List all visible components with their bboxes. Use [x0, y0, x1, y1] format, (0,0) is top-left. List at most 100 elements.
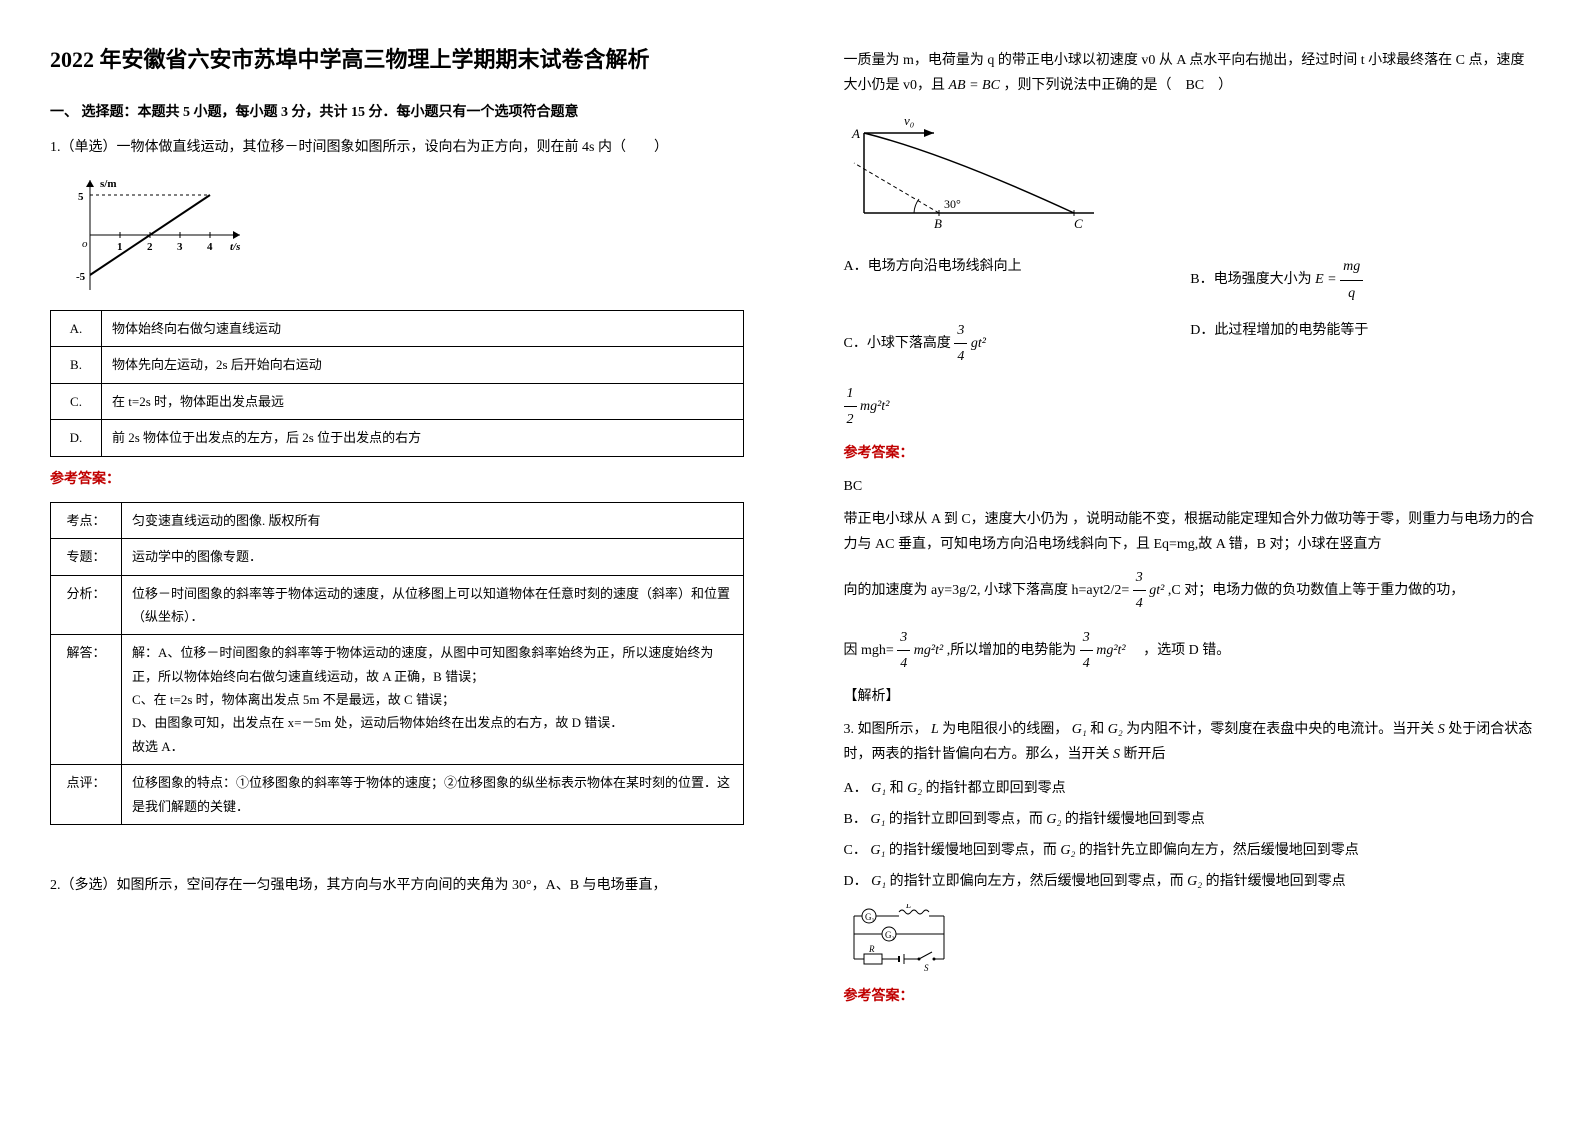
svg-text:2: 2 — [147, 241, 153, 253]
q2-explain-p1: 带正电小球从 A 到 C，速度大小仍为 ，说明动能不变，根据动能定理知合外力做功… — [844, 507, 1538, 557]
frac-den: q — [1340, 281, 1363, 306]
analysis-label: 点评： — [51, 765, 122, 825]
jiexi-label: 【解析】 — [844, 684, 1538, 709]
option-text: 和 — [890, 781, 904, 796]
option-text: 的指针缓慢地回到零点 — [1065, 812, 1205, 827]
svg-text:3: 3 — [177, 241, 183, 253]
q2-option-D-formula: 12 mg²t² — [844, 381, 1538, 432]
q3-option-A: A． G₁ 和 G₂ 的指针都立即回到零点 — [844, 776, 1538, 801]
left-column: 2022 年安徽省六安市苏埠中学高三物理上学期期末试卷含解析 一、 选择题：本题… — [0, 0, 794, 1122]
q2-option-B: B．电场强度大小为 E = mgq — [1190, 254, 1537, 305]
section1-header: 一、 选择题：本题共 5 小题，每小题 3 分，共计 15 分．每小题只有一个选… — [50, 100, 744, 125]
var-G2: G₂ — [1046, 812, 1061, 827]
angle-label: 30° — [944, 197, 961, 211]
ref-answer-label: 参考答案： — [50, 467, 744, 492]
frac-den: 4 — [1133, 591, 1146, 616]
var-G2: G₂ — [907, 781, 922, 796]
var-L: L — [931, 722, 939, 737]
var-G1: G₁ — [1072, 722, 1087, 737]
table-row: A. 物体始终向右做匀速直线运动 — [51, 310, 744, 346]
q2-explain-p3: 因 mgh= 34 mg²t² ,所以增加的电势能为 34 mg²t² ，选项 … — [844, 625, 1538, 676]
formula-expr: mg²t² — [1096, 643, 1125, 658]
frac-num: 3 — [1133, 565, 1146, 591]
frac-num: 3 — [1080, 625, 1093, 651]
formula-expr: gt² — [1149, 583, 1164, 598]
option-text: B．电场强度大小为 — [1190, 272, 1311, 287]
analysis-label: 解答： — [51, 635, 122, 765]
table-row: 分析： 位移－时间图象的斜率等于物体运动的速度，从位移图上可以知道物体在任意时刻… — [51, 575, 744, 635]
q1-analysis-table: 考点： 匀变速直线运动的图像. 版权所有 专题： 运动学中的图像专题． 分析： … — [50, 502, 744, 825]
analysis-label: 考点： — [51, 502, 122, 538]
stem-text: 和 — [1090, 722, 1104, 737]
formula-expr: mg²t² — [914, 643, 943, 658]
option-text: C．小球下落高度 — [844, 336, 951, 351]
q2-diagram: v₀ A B C 30° — [844, 113, 1104, 233]
analysis-text: 解：A、位移－时间图象的斜率等于物体运动的速度，从图中可知图象斜率始终为正，所以… — [122, 635, 744, 765]
var-G1: G₁ — [871, 874, 886, 889]
explain-text: ，选项 D 错。 — [1129, 643, 1230, 658]
stem-text: 为电阻很小的线圈， — [942, 722, 1068, 737]
var-G2: G₂ — [1108, 722, 1123, 737]
svg-text:G₂: G₂ — [885, 930, 895, 940]
option-text: 在 t=2s 时，物体距出发点最远 — [102, 383, 744, 419]
q2-stem-text2: ，则下列说法中正确的是（ BC ） — [1003, 78, 1232, 93]
option-label: B. — [51, 347, 102, 383]
ref-answer-label: 参考答案： — [844, 441, 1538, 466]
frac-den: 2 — [844, 407, 857, 432]
stem-text: 断开后 — [1124, 747, 1166, 762]
option-text: 的指针立即回到零点，而 — [889, 812, 1043, 827]
var-G2: G₂ — [1187, 874, 1202, 889]
q2-stem-left: 2.（多选）如图所示，空间存在一匀强电场，其方向与水平方向间的夹角为 30°，A… — [50, 873, 744, 898]
svg-text:4: 4 — [207, 241, 213, 253]
stem-text: 为内阻不计，零刻度在表盘中央的电流计。当开关 — [1126, 722, 1434, 737]
point-A: A — [851, 126, 860, 141]
table-row: 解答： 解：A、位移－时间图象的斜率等于物体运动的速度，从图中可知图象斜率始终为… — [51, 635, 744, 765]
y-axis-label: s/m — [100, 178, 117, 190]
table-row: C. 在 t=2s 时，物体距出发点最远 — [51, 383, 744, 419]
q3-stem: 3. 如图所示， L 为电阻很小的线圈， G₁ 和 G₂ 为内阻不计，零刻度在表… — [844, 717, 1538, 767]
svg-text:L: L — [905, 904, 911, 910]
x-axis-label: t/s — [230, 241, 240, 253]
var-G1: G₁ — [870, 812, 885, 827]
q2-answer: BC — [844, 474, 1538, 499]
svg-text:1: 1 — [117, 241, 123, 253]
option-label: C. — [51, 383, 102, 419]
q1-graph: s/m t/s 5 -5 o 1 2 3 4 — [70, 175, 250, 295]
frac-num: mg — [1340, 254, 1363, 280]
q2-explain-p2: 向的加速度为 ay=3g/2, 小球下落高度 h=ayt2/2= 34 gt² … — [844, 565, 1538, 616]
option-text: D．此过程增加的电势能等于 — [1190, 323, 1368, 338]
q1-options-table: A. 物体始终向右做匀速直线运动 B. 物体先向左运动，2s 后开始向右运动 C… — [50, 310, 744, 457]
frac-den: 4 — [1080, 651, 1093, 676]
explain-text: 因 mgh= — [844, 643, 894, 658]
analysis-text: 位移－时间图象的斜率等于物体运动的速度，从位移图上可以知道物体在任意时刻的速度（… — [122, 575, 744, 635]
q2-options: A．电场方向沿电场线斜向上 B．电场强度大小为 E = mgq — [844, 248, 1538, 311]
svg-text:-5: -5 — [76, 271, 86, 283]
q1-stem: 1.（单选）一物体做直线运动，其位移－时间图象如图所示，设向右为正方向，则在前 … — [50, 135, 744, 160]
svg-text:o: o — [82, 238, 88, 250]
ref-answer-label: 参考答案： — [844, 984, 1538, 1009]
page-title: 2022 年安徽省六安市苏埠中学高三物理上学期期末试卷含解析 — [50, 40, 744, 80]
frac-num: 3 — [954, 318, 967, 344]
option-text: 的指针都立即回到零点 — [926, 781, 1066, 796]
option-text: 物体先向左运动，2s 后开始向右运动 — [102, 347, 744, 383]
option-label: A． — [844, 781, 868, 796]
q3-option-D: D． G₁ 的指针立即偏向左方，然后缓慢地回到零点，而 G₂ 的指针缓慢地回到零… — [844, 869, 1538, 894]
svg-text:R: R — [868, 944, 875, 954]
analysis-text: 位移图象的特点：①位移图象的斜率等于物体的速度；②位移图象的纵坐标表示物体在某时… — [122, 765, 744, 825]
q3-circuit-diagram: G₁ L G₂ R S — [844, 904, 964, 974]
svg-text:S: S — [924, 963, 929, 973]
option-text: 的指针立即偏向左方，然后缓慢地回到零点，而 — [890, 874, 1184, 889]
svg-text:5: 5 — [78, 191, 84, 203]
right-column: 一质量为 m，电荷量为 q 的带正电小球以初速度 v0 从 A 点水平向右抛出，… — [794, 0, 1587, 1122]
var-S: S — [1113, 747, 1120, 762]
analysis-label: 专题： — [51, 539, 122, 575]
option-text: 的指针缓慢地回到零点 — [1206, 874, 1346, 889]
frac-num: 1 — [844, 381, 857, 407]
explain-text: ,C 对；电场力做的负功数值上等于重力做的功， — [1168, 583, 1464, 598]
table-row: 专题： 运动学中的图像专题． — [51, 539, 744, 575]
table-row: 点评： 位移图象的特点：①位移图象的斜率等于物体的速度；②位移图象的纵坐标表示物… — [51, 765, 744, 825]
point-C: C — [1074, 216, 1083, 231]
frac-num: 3 — [897, 625, 910, 651]
analysis-label: 分析： — [51, 575, 122, 635]
point-B: B — [934, 216, 942, 231]
